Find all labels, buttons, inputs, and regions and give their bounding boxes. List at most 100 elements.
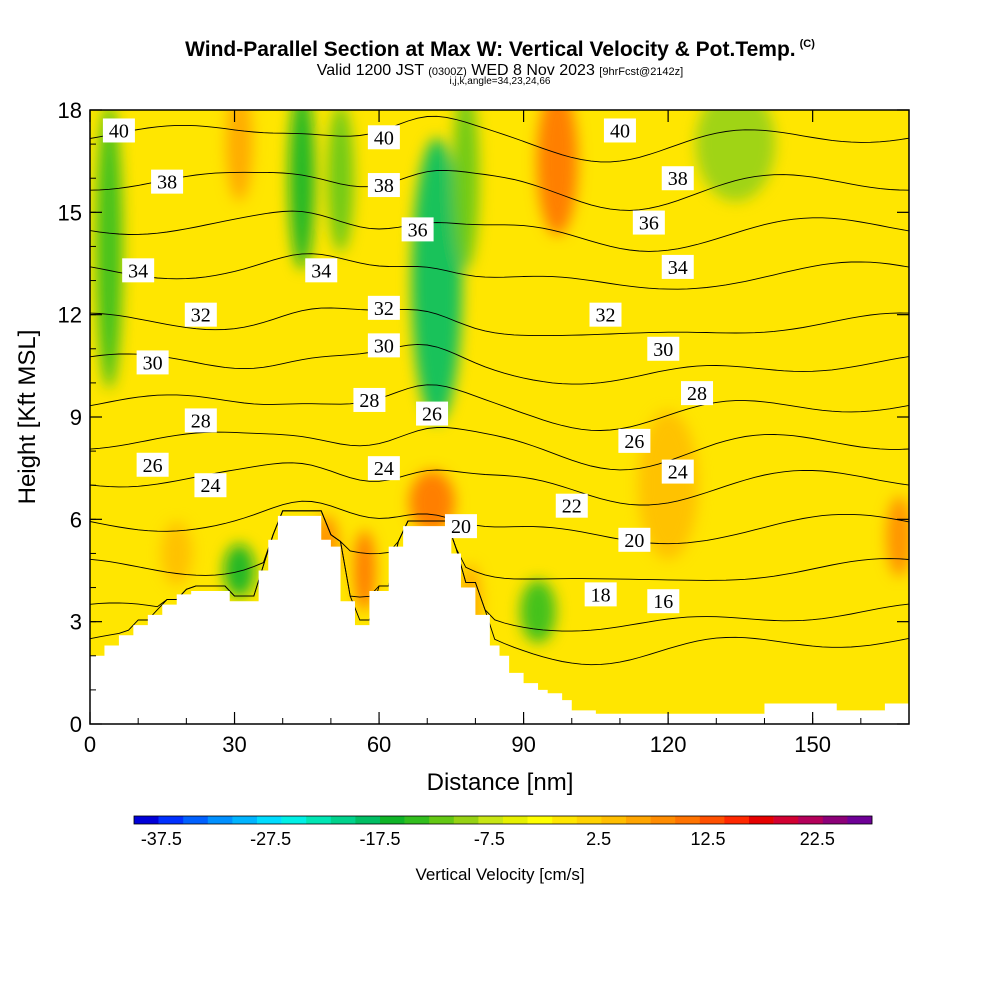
colorbar-tick-label: 12.5: [690, 829, 725, 849]
contour-label-text: 32: [595, 305, 615, 327]
x-tick-label: 90: [511, 732, 535, 757]
colorbar-swatch: [330, 816, 356, 824]
contour-label-box: [444, 514, 477, 539]
velocity-cell: [409, 470, 455, 534]
contour-label: 40: [367, 125, 400, 150]
x-axis-label: Distance [nm]: [427, 769, 574, 796]
velocity-cell: [288, 110, 316, 270]
contour-label-box: [122, 258, 155, 283]
y-axis-label: Height [Kft MSL]: [14, 330, 41, 505]
contour-label-text: 32: [191, 305, 211, 327]
colorbar-swatch: [724, 816, 750, 824]
title-text: Wind-Parallel Section at Max W: Vertical…: [185, 38, 796, 61]
colorbar-frame: [133, 815, 873, 825]
contour-label-box: [367, 295, 400, 320]
contour-label-box: [184, 302, 217, 327]
velocity-cell: [519, 579, 557, 644]
plot-area: 40 40 40 38 38 38 36 36 34 34 34 32 32 32 30 30 30 28 28 28…: [90, 110, 909, 724]
contour-label: 18: [584, 582, 617, 607]
colorbar-swatch: [257, 816, 282, 824]
contour-label: 20: [618, 527, 651, 552]
contour-label-text: 32: [374, 298, 394, 320]
contour-label-text: 40: [610, 120, 630, 142]
contour-label-box: [589, 302, 622, 327]
contour-label-text: 20: [624, 530, 644, 552]
contour-label-text: 28: [687, 383, 707, 405]
valid-utc: (0300Z): [428, 66, 467, 78]
contour-label: 40: [603, 118, 636, 143]
contour-label-text: 22: [562, 496, 582, 518]
contour-label-box: [353, 387, 386, 412]
contour-label-box: [367, 125, 400, 150]
contour-label: 36: [632, 210, 665, 235]
contour-label: 38: [151, 169, 184, 194]
contour-label-text: 16: [653, 591, 673, 613]
velocity-cell: [226, 110, 253, 202]
colorbar-swatch: [847, 816, 873, 824]
colorbar-tick-label: -37.5: [141, 829, 182, 849]
contour-label: 26: [416, 401, 449, 426]
contour-label-box: [151, 169, 184, 194]
velocity-cell: [638, 411, 699, 560]
velocity-cell: [695, 110, 776, 202]
contour-label-box: [584, 582, 617, 607]
valid-date: WED 8 Nov 2023: [471, 62, 595, 79]
velocity-cell: [452, 110, 479, 270]
contour-label: 30: [647, 336, 680, 361]
contour-label: 28: [184, 408, 217, 433]
colorbar-swatch: [306, 816, 332, 824]
terrain: [90, 515, 909, 724]
colorbar-swatch: [798, 816, 824, 824]
colorbar-tick-label: -7.5: [474, 829, 505, 849]
contour-label-box: [367, 333, 400, 358]
colorbar-tick-label: 2.5: [586, 829, 611, 849]
contour-label-box: [367, 173, 400, 198]
contour-label-text: 34: [128, 260, 148, 282]
colorbar-swatch: [626, 816, 651, 824]
contour-label-text: 40: [374, 127, 394, 149]
contour-label-text: 24: [668, 462, 688, 484]
contour-label: 28: [681, 381, 714, 406]
contour-label-box: [647, 589, 680, 614]
contour-label-text: 24: [200, 475, 220, 497]
contour-label-box: [618, 527, 651, 552]
x-tick-label: 30: [222, 732, 246, 757]
isentrope-lines: [90, 115, 909, 666]
contour-label: 26: [618, 428, 651, 453]
contour-label-text: 38: [374, 175, 394, 197]
isentrope-36: [90, 210, 909, 252]
contour-label: 24: [661, 459, 694, 484]
contour-label-text: 30: [143, 352, 163, 374]
contour-label: 24: [194, 473, 227, 498]
velocity-cell: [353, 530, 376, 611]
contour-label-box: [102, 118, 135, 143]
colorbar-swatch: [281, 816, 307, 824]
isentrope-18: [90, 510, 909, 632]
isentrope-22: [90, 500, 909, 545]
contour-label-text: 30: [374, 335, 394, 357]
contour-label-text: 26: [143, 455, 163, 477]
isentrope-40: [90, 115, 909, 163]
y-tick-label: 6: [70, 507, 82, 532]
contour-label-box: [661, 166, 694, 191]
y-tick-label: 12: [58, 303, 82, 328]
contour-label-box: [661, 254, 694, 279]
contour-label-text: 34: [668, 257, 688, 279]
isentrope-38: [90, 169, 909, 211]
contour-label-text: 20: [451, 516, 471, 538]
grid-params: i,j,k,angle=34,23,24,66: [449, 76, 551, 87]
contour-label-box: [555, 493, 588, 518]
contour-label: 38: [661, 166, 694, 191]
contour-label: 26: [136, 452, 169, 477]
contour-label-box: [618, 428, 651, 453]
colorbar-swatch: [699, 816, 725, 824]
x-tick-label: 0: [84, 732, 96, 757]
contour-label: 34: [305, 258, 338, 283]
colorbar-tick-label: -27.5: [250, 829, 291, 849]
contour-label-text: 30: [653, 339, 673, 361]
contour-labels: 40 40 40 38 38 38 36 36 34 34 34 32 32 32 30 30 30 28 28 28…: [102, 118, 714, 614]
contour-label-box: [681, 381, 714, 406]
contour-label-box: [367, 456, 400, 481]
contour-label: 34: [661, 254, 694, 279]
valid-prefix: Valid 1200 JST: [316, 62, 424, 79]
